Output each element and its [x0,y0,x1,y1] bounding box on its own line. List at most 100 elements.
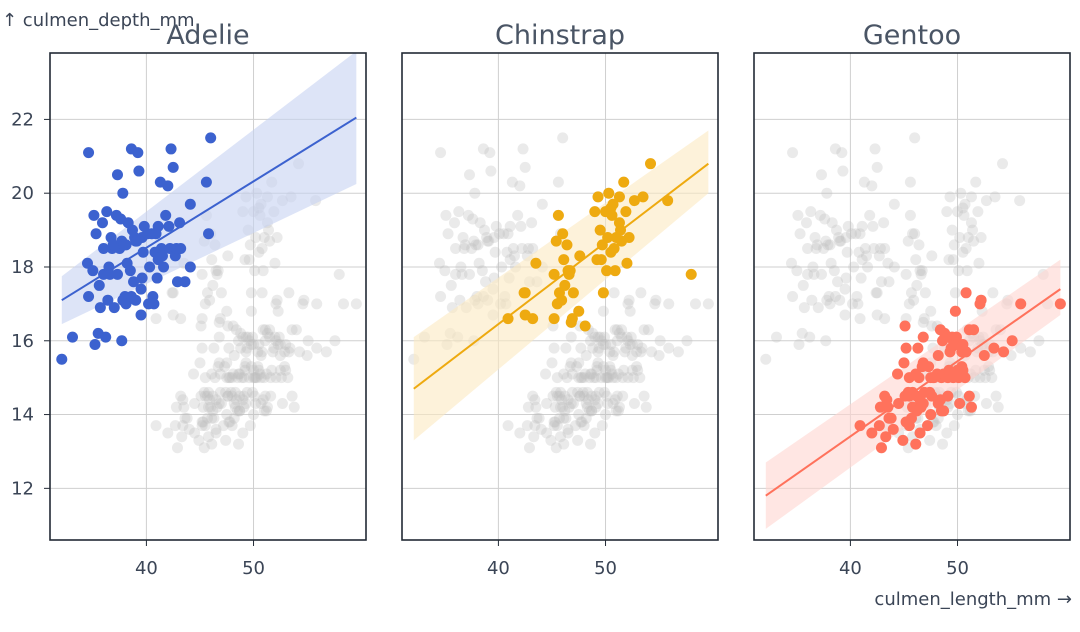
data-point [184,198,196,210]
background-point [470,239,482,251]
background-point [972,206,984,218]
background-point [229,401,241,413]
background-point [240,397,252,409]
background-point [171,442,183,454]
data-point [900,342,912,354]
background-point [941,206,953,218]
background-point [576,416,588,428]
background-point [245,361,257,373]
background-point [815,268,827,280]
background-point [840,231,852,243]
background-point [871,287,883,299]
background-point [467,213,479,225]
background-point [944,191,956,203]
background-point [854,228,866,240]
background-point [574,390,586,402]
background-point [954,231,966,243]
background-point [856,254,868,266]
background-point [910,254,922,266]
background-point [488,231,500,243]
background-point [1024,346,1036,358]
background-point [613,327,625,339]
facet-title: Gentoo [863,20,961,51]
background-point [264,331,276,343]
background-point [600,372,612,384]
background-point [484,147,496,159]
data-point [548,313,560,325]
background-point [585,368,597,380]
background-point [607,397,619,409]
data-point [620,206,632,218]
background-point [529,420,541,432]
data-point [117,187,129,199]
background-point [189,427,201,439]
background-point [167,287,179,299]
background-point [481,231,493,243]
background-point [869,143,881,155]
background-point [150,313,162,325]
background-point [839,283,851,295]
data-point [108,302,120,314]
data-point [203,228,215,240]
background-point [199,390,211,402]
background-point [640,401,652,413]
background-point [859,243,871,255]
background-point [579,368,591,380]
background-point [301,350,313,362]
background-point [239,254,251,266]
facet-adelie: Adelie 40 50 12 14 16 18 20 22 [11,20,367,579]
background-point [521,420,533,432]
background-point [238,372,250,384]
data-point [56,353,68,365]
background-point [223,372,235,384]
data-point [527,313,539,325]
background-point [602,372,614,384]
background-point [220,386,232,398]
background-point [948,239,960,251]
background-point [261,401,273,413]
background-point [179,412,191,424]
background-point [574,390,586,402]
data-point [101,206,113,218]
background-point [626,364,638,376]
background-point [548,416,560,428]
background-point [541,397,553,409]
background-point [235,327,247,339]
data-point [968,324,980,336]
background-point [527,243,539,255]
background-point [245,338,257,350]
data-point [116,335,128,347]
background-point [572,434,584,446]
data-point [519,287,531,299]
data-point [613,191,625,203]
background-point [519,161,531,173]
data-point [530,257,542,269]
background-point [663,298,675,310]
background-point [233,335,245,347]
background-point [458,243,470,255]
background-point [194,357,206,369]
background-point [535,423,547,435]
data-point [184,261,196,273]
y-tick-label: 16 [11,331,34,352]
background-point [955,187,967,199]
background-point [267,346,279,358]
background-point [973,257,985,269]
background-point [502,228,514,240]
background-point [793,338,805,350]
background-point [622,372,634,384]
background-point [871,161,883,173]
background-point [600,364,612,376]
data-point [589,206,601,218]
background-point [597,305,609,317]
background-point [558,412,570,424]
data-point [200,176,212,188]
data-point [151,272,163,284]
background-point [245,287,257,299]
background-point [188,368,200,380]
background-point [197,416,209,428]
background-point [239,361,251,373]
background-point [589,331,601,343]
background-point [206,368,218,380]
